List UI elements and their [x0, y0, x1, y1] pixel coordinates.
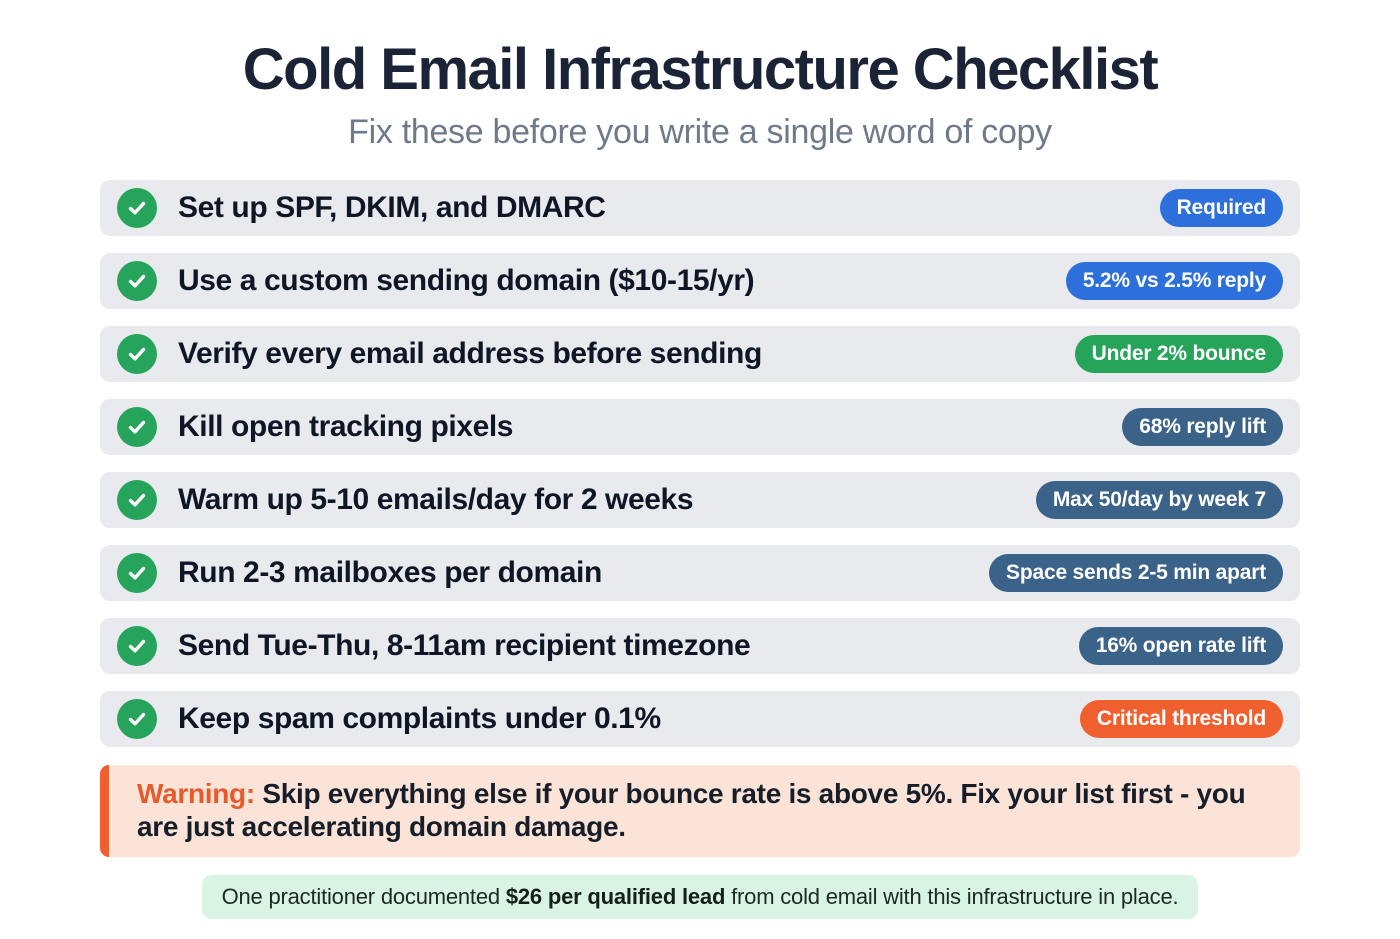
checklist-row: Keep spam complaints under 0.1% Critical…	[100, 691, 1300, 747]
page-title: Cold Email Infrastructure Checklist	[242, 37, 1159, 102]
checklist-row: Set up SPF, DKIM, and DMARC Required	[100, 180, 1300, 236]
checklist-item-badge: 68% reply lift	[1122, 408, 1283, 446]
checklist-item-label: Kill open tracking pixels	[178, 410, 514, 443]
checklist: Set up SPF, DKIM, and DMARC Required Use…	[100, 180, 1300, 747]
checklist-item-label: Use a custom sending domain ($10-15/yr)	[178, 264, 755, 297]
check-icon	[117, 699, 157, 739]
page-subtitle: Fix these before you write a single word…	[348, 113, 1052, 151]
check-icon	[117, 480, 157, 520]
check-icon	[117, 261, 157, 301]
checklist-item-badge: 5.2% vs 2.5% reply	[1065, 262, 1283, 300]
checklist-item-label: Verify every email address before sendin…	[178, 337, 762, 370]
checklist-row: Run 2-3 mailboxes per domain Space sends…	[100, 545, 1300, 601]
check-icon	[117, 553, 157, 593]
checklist-item-badge: Critical threshold	[1079, 700, 1283, 738]
checklist-item-badge: Max 50/day by week 7	[1035, 481, 1283, 519]
checklist-item-label: Keep spam complaints under 0.1%	[178, 702, 661, 735]
checklist-item-badge: 16% open rate lift	[1078, 627, 1283, 665]
warning-callout: Warning: Skip everything else if your bo…	[100, 765, 1300, 857]
checklist-row: Send Tue-Thu, 8-11am recipient timezone …	[100, 618, 1300, 674]
check-icon	[117, 407, 157, 447]
check-icon	[117, 188, 157, 228]
checklist-item-label: Warm up 5-10 emails/day for 2 weeks	[178, 483, 694, 516]
warning-label: Warning:	[137, 778, 255, 809]
footnote-highlight: $26 per qualified lead	[505, 883, 726, 909]
check-icon	[117, 334, 157, 374]
checklist-item-label: Send Tue-Thu, 8-11am recipient timezone	[178, 629, 751, 662]
checklist-row: Warm up 5-10 emails/day for 2 weeks Max …	[100, 472, 1300, 528]
checklist-item-badge: Required	[1159, 189, 1283, 227]
warning-text: Skip everything else if your bounce rate…	[137, 778, 1246, 842]
footnote: One practitioner documented $26 per qual…	[201, 874, 1199, 919]
checklist-row: Kill open tracking pixels 68% reply lift	[100, 399, 1300, 455]
footnote-suffix: from cold email with this infrastructure…	[725, 883, 1179, 909]
checklist-row: Verify every email address before sendin…	[100, 326, 1300, 382]
checklist-item-label: Run 2-3 mailboxes per domain	[178, 556, 602, 589]
footnote-wrap: One practitioner documented $26 per qual…	[0, 874, 1400, 919]
checklist-row: Use a custom sending domain ($10-15/yr) …	[100, 253, 1300, 309]
checklist-item-badge: Under 2% bounce	[1074, 335, 1283, 373]
footnote-prefix: One practitioner documented	[221, 883, 506, 909]
check-icon	[117, 626, 157, 666]
checklist-item-badge: Space sends 2-5 min apart	[989, 554, 1283, 592]
checklist-item-label: Set up SPF, DKIM, and DMARC	[178, 191, 606, 224]
